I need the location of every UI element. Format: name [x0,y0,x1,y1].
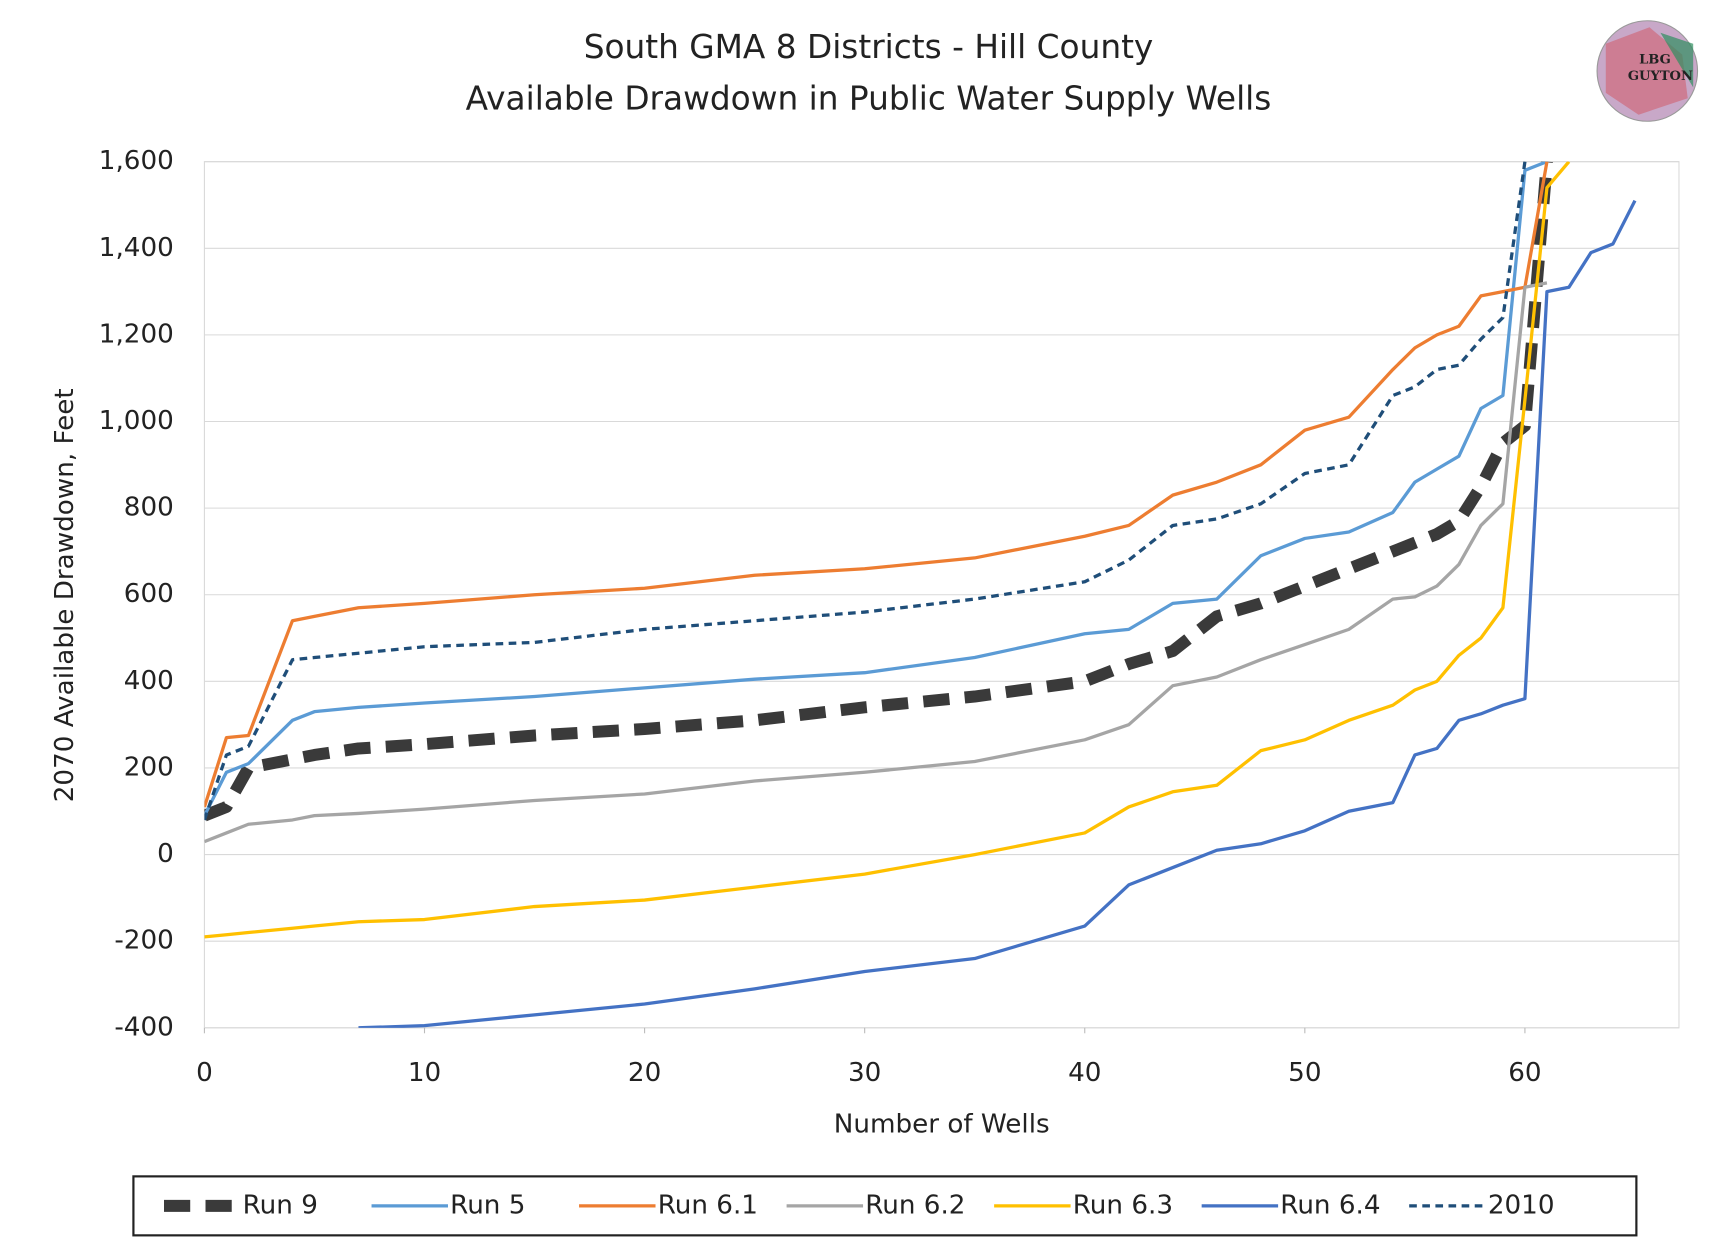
logo-text: GUYTON [1628,69,1693,84]
y-tick-label: 1,000 [99,406,174,436]
logo-shape [1660,32,1694,88]
chart-title: South GMA 8 Districts - Hill County [584,28,1154,66]
legend-label: Run 6.2 [865,1190,965,1220]
series-line [204,161,1549,808]
x-tick-label: 20 [628,1058,661,1088]
series-line [204,161,1527,821]
legend-label: Run 5 [450,1190,525,1220]
series-line [358,199,1637,1028]
y-tick-label: 1,600 [99,146,174,176]
legend-label: 2010 [1488,1190,1555,1220]
x-tick-label: 60 [1508,1058,1541,1088]
series-line [204,281,1548,844]
y-tick-label: 600 [124,579,174,609]
logo: LBG GUYTON [1596,20,1699,122]
series-line [204,161,1548,817]
legend-label: Run 6.4 [1280,1190,1380,1220]
y-tick-label: -400 [114,1012,173,1042]
y-axis-label: 2070 Available Drawdown, Feet [50,388,80,802]
y-tick-label: -200 [114,926,173,956]
series-line [204,161,1553,822]
x-axis-label: Number of Wells [834,1110,1050,1140]
series-line [204,161,1571,939]
y-tick-label: 800 [124,493,174,523]
x-tick-label: 30 [848,1058,881,1088]
logo-shape [1605,27,1688,115]
plot-frame [203,161,1680,1029]
y-tick-label: 1,400 [99,233,174,263]
legend-label: Run 6.3 [1073,1190,1173,1220]
y-tick-label: 200 [124,752,174,782]
plot-area [204,161,1637,1028]
legend-box [132,1175,1638,1237]
chart-title: Available Drawdown in Public Water Suppl… [466,79,1272,117]
y-tick-label: 1,200 [99,319,174,349]
y-tick-label: 400 [124,666,174,696]
x-tick-label: 40 [1068,1058,1101,1088]
x-tick-label: 10 [408,1058,441,1088]
logo-text: LBG [1639,53,1671,68]
x-tick-label: 0 [196,1058,213,1088]
legend-label: Run 9 [243,1190,318,1220]
x-tick-label: 50 [1288,1058,1321,1088]
y-tick-label: 0 [157,839,174,869]
legend-label: Run 6.1 [658,1190,758,1220]
